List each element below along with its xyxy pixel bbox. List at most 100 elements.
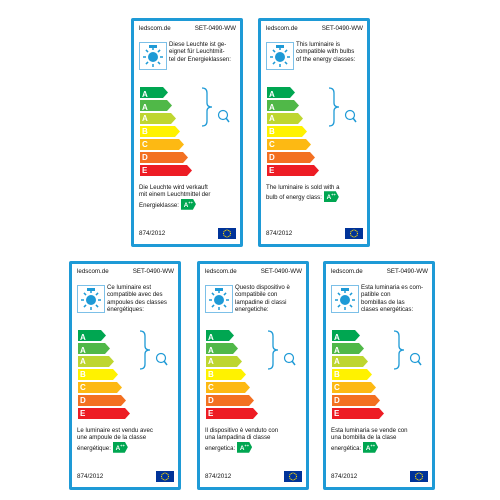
- label-frame: ledscom.de SET-0490-WW Diese Leuchte ist g…: [131, 18, 243, 247]
- arrow-shape: [332, 395, 380, 406]
- label-frame: ledscom.de SET-0490-WW Questo dispositivo …: [197, 261, 309, 490]
- class-letter: A: [208, 357, 214, 366]
- regulation-number: 874/2012: [139, 230, 166, 237]
- class-letter: C: [80, 383, 86, 392]
- bulb-icon: [409, 352, 423, 372]
- class-letter: E: [208, 409, 214, 418]
- arrow-shape: [78, 395, 126, 406]
- arrow-shape: [332, 343, 364, 354]
- class-letter: D: [208, 396, 214, 405]
- energy-class-arrow: C: [78, 382, 132, 393]
- included-class-letter: A: [365, 444, 371, 452]
- label-header: ledscom.de SET-0490-WW: [331, 268, 428, 278]
- arrow-shape: [140, 165, 192, 176]
- compatibility-text: Diese Leuchte ist ge- eignet für Leuchtm…: [169, 41, 231, 63]
- regulation-number: 874/2012: [266, 230, 293, 237]
- bulb-icon: [344, 109, 358, 129]
- class-letter: E: [80, 409, 86, 418]
- energy-class-arrow: A+: [206, 343, 260, 355]
- arrow-shape: [78, 369, 118, 380]
- compatibility-text: Ce luminaire est compatible avec des amp…: [107, 284, 167, 313]
- sku-code: SET-0490-WW: [386, 268, 428, 275]
- luminaire-icon: [266, 42, 294, 70]
- brand-name: ledscom.de: [77, 268, 109, 275]
- luminaire-icon: [331, 285, 359, 313]
- sold-with-label: Die Leuchte wird verkauft mit einem Leuc…: [139, 184, 211, 209]
- bulb-icon: [217, 109, 231, 129]
- energy-class-arrow: D: [78, 395, 132, 406]
- label-frame: ledscom.de SET-0490-WW This luminaire is c…: [258, 18, 370, 247]
- class-letter: A: [80, 346, 86, 355]
- arrow-shape: [267, 113, 303, 124]
- arrow-shape: [332, 356, 368, 367]
- class-letter: C: [334, 383, 340, 392]
- class-letter: A: [334, 333, 340, 342]
- energy-class-arrow: A++: [332, 330, 386, 342]
- energy-class-arrow: A: [267, 113, 321, 124]
- arrow-shape: [206, 356, 242, 367]
- arrow-shape: [206, 382, 250, 393]
- sold-with-text: Esta luminaria se vende con una bombilla…: [331, 427, 429, 453]
- class-letter: C: [269, 140, 275, 149]
- class-letter: E: [142, 166, 148, 175]
- label-frame: ledscom.de SET-0490-WW Ce luminaire est co…: [69, 261, 181, 490]
- class-letter: B: [334, 370, 340, 379]
- energy-class-arrow: D: [332, 395, 386, 406]
- included-bulb-class: A++: [236, 441, 253, 453]
- arrow-shape: [78, 330, 106, 341]
- sku-code: SET-0490-WW: [194, 25, 236, 32]
- label-footer: 874/2012: [205, 470, 302, 483]
- arrow-shape: [206, 330, 234, 341]
- energy-class-arrow: E: [206, 408, 260, 419]
- luminaire-icon: [205, 285, 233, 313]
- brand-name: ledscom.de: [205, 268, 237, 275]
- label-header: ledscom.de SET-0490-WW: [205, 268, 302, 278]
- included-bulb-class: A++: [323, 191, 339, 203]
- regulation-number: 874/2012: [77, 473, 104, 480]
- eu-flag-icon: [156, 471, 174, 482]
- arrow-shape: [140, 113, 176, 124]
- label-footer: 874/2012: [331, 470, 428, 483]
- sku-code: SET-0490-WW: [132, 268, 174, 275]
- included-class-sup: ++: [120, 442, 125, 448]
- energy-label: ledscom.de SET-0490-WW Esta luminaria es c…: [323, 261, 437, 490]
- arrow-shape: [332, 369, 372, 380]
- arrow-shape: [206, 408, 258, 419]
- energy-class-arrow: C: [140, 139, 194, 150]
- compatibility-text: Esta luminaria es com- patible con bombi…: [361, 284, 423, 313]
- sold-with-label: Il dispositivo è venduto con una lampadi…: [205, 427, 279, 452]
- arrow-shape: [78, 356, 114, 367]
- energy-class-arrow: D: [267, 152, 321, 163]
- regulation-number: 874/2012: [331, 473, 358, 480]
- range-bracket: [138, 330, 152, 370]
- arrow-shape: [267, 87, 295, 98]
- class-letter: A: [80, 333, 86, 342]
- arrow-shape: [140, 126, 180, 137]
- energy-class-arrow: A+: [267, 100, 321, 112]
- arrow-shape: [332, 382, 376, 393]
- energy-class-arrow: A++: [78, 330, 132, 342]
- class-letter: C: [208, 383, 214, 392]
- energy-class-arrow: A++: [206, 330, 260, 342]
- arrow-shape: [267, 139, 311, 150]
- included-bulb-class: A++: [112, 441, 128, 453]
- energy-class-arrow: A++: [140, 87, 194, 99]
- class-letter: B: [208, 370, 214, 379]
- bulb-icon: [155, 352, 169, 372]
- compatibility-text: This luminaire is compatible with bulbs …: [296, 41, 356, 63]
- sold-with-label: The luminaire is sold with a bulb of ene…: [266, 184, 340, 202]
- energy-class-arrow: A+: [140, 100, 194, 112]
- energy-class-arrow: C: [332, 382, 386, 393]
- class-letter: D: [80, 396, 86, 405]
- class-letter: B: [142, 127, 148, 136]
- energy-class-arrow: A+: [78, 343, 132, 355]
- bulb-icon: [283, 352, 297, 372]
- class-letter: A: [269, 103, 275, 112]
- arrow-shape: [332, 408, 384, 419]
- class-letter: D: [269, 153, 275, 162]
- energy-label: ledscom.de SET-0490-WW This luminaire is c…: [258, 18, 372, 247]
- class-letter: B: [269, 127, 275, 136]
